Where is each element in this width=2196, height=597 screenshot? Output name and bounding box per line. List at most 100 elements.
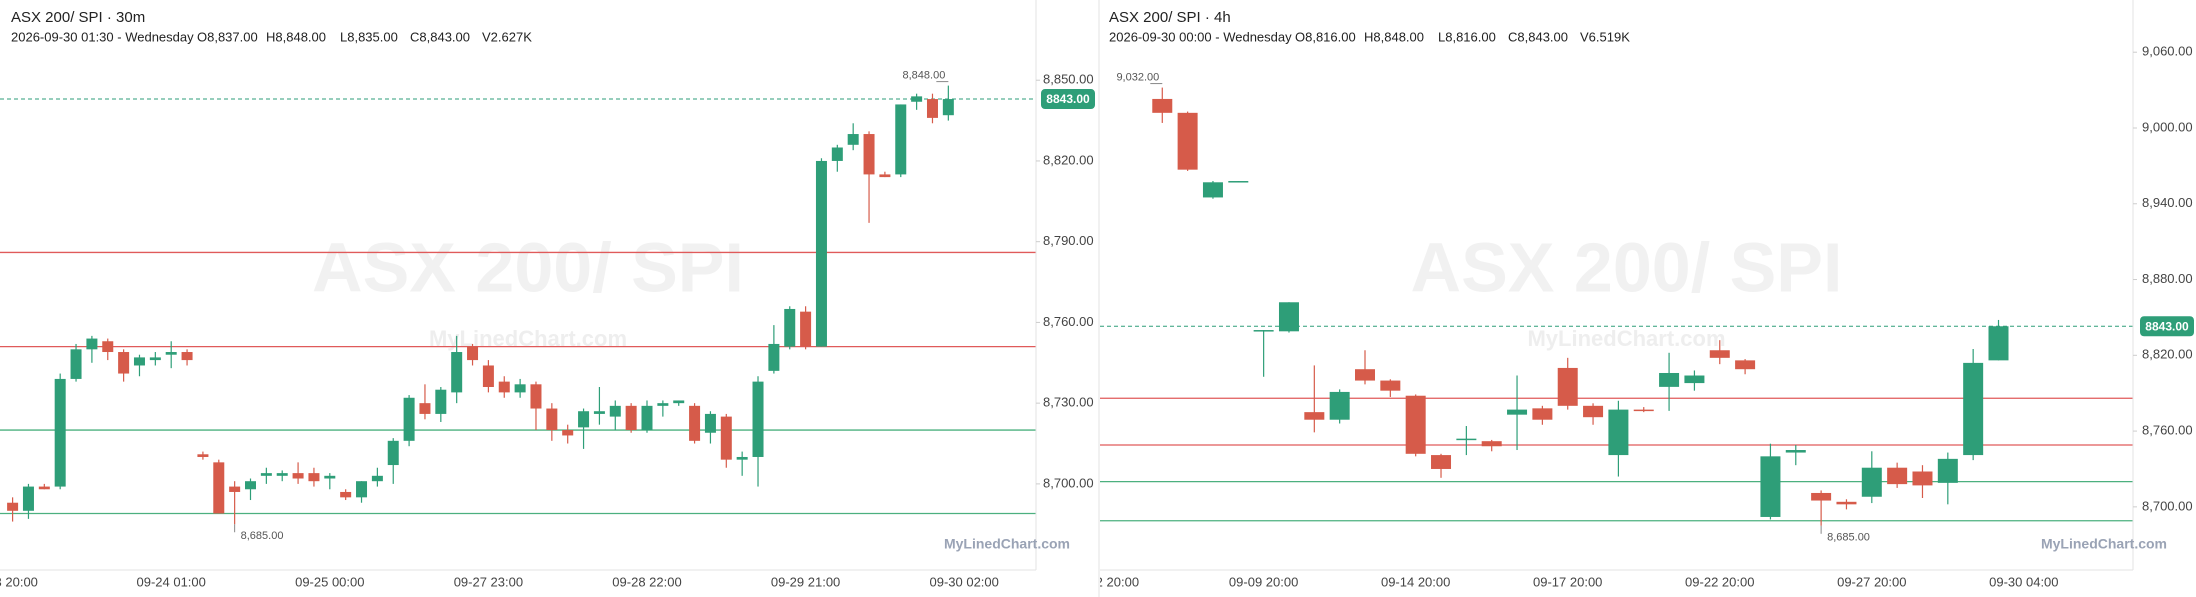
candle-body [1988, 326, 2009, 361]
candle-body [467, 346, 479, 361]
candle-body [895, 104, 907, 175]
candle-body [911, 96, 923, 102]
watermark: ASX 200/ SPI [312, 228, 744, 306]
y-tick-label: 8,760.00 [2142, 423, 2193, 438]
candle-body [371, 475, 383, 482]
candle-body [800, 311, 812, 347]
x-tick-label: 09-30 04:00 [1989, 574, 2058, 589]
candle-body [1937, 458, 1958, 483]
candle-body [784, 308, 796, 347]
candle-body [1811, 492, 1832, 501]
candle-body [704, 413, 716, 433]
candle-body [546, 408, 558, 431]
candle-body [1431, 455, 1452, 469]
x-tick-label: 23 20:00 [0, 574, 38, 589]
ohlc-label: C8,843.00 [410, 29, 470, 44]
candle-body [1785, 450, 1806, 453]
candle-body [1760, 456, 1781, 517]
ohlc-label: L8,816.00 [1438, 29, 1496, 44]
y-tick-label: 8,940.00 [2142, 195, 2193, 210]
candle-body [1177, 112, 1198, 170]
candle-body [260, 473, 272, 476]
y-tick-label: 8,820.00 [1043, 152, 1094, 167]
candle-body [1709, 350, 1730, 358]
x-tick-label: -02 20:00 [1084, 574, 1139, 589]
x-tick-label: 09-28 22:00 [612, 574, 681, 589]
brand-label: MyLinedChart.com [2041, 536, 2167, 552]
candle-body [831, 147, 843, 161]
y-tick-label: 8,880.00 [2142, 271, 2193, 286]
candle-body [197, 454, 209, 457]
annotation-label: 9,032.00 [1116, 71, 1159, 83]
ohlc-label: H8,848.00 [1364, 29, 1424, 44]
x-tick-label: 09-14 20:00 [1381, 574, 1450, 589]
chart-subtitle: 2026-09-30 01:30 - Wednesday [11, 29, 194, 44]
candle-body [625, 405, 637, 431]
candle-body [70, 349, 82, 379]
candle-body [324, 475, 336, 479]
candle-body [1481, 441, 1502, 447]
x-tick-label: 09-29 21:00 [771, 574, 840, 589]
x-tick-label: 09-09 20:00 [1229, 574, 1298, 589]
candle-body [1912, 471, 1933, 486]
candle-body [387, 440, 399, 466]
candle-body [657, 403, 669, 406]
candle-body [54, 378, 66, 487]
candle-body [149, 357, 161, 361]
candle-body [1355, 369, 1375, 381]
candle-body [229, 486, 241, 492]
watermark-brand: MyLinedChart.com [1527, 326, 1725, 351]
ohlc-label: L8,835.00 [340, 29, 398, 44]
candle-body [1735, 360, 1756, 370]
candle-body [403, 397, 415, 441]
candle-body [482, 365, 494, 388]
ohlc-label: O8,837.00 [197, 29, 258, 44]
ohlc-label: O8,816.00 [1295, 29, 1356, 44]
y-tick-label: 8,730.00 [1043, 395, 1094, 410]
candle-body [879, 174, 891, 178]
candle-body [435, 389, 447, 414]
ohlc-label: V2.627K [482, 29, 532, 44]
candle-body [720, 416, 732, 460]
candle-body [1633, 409, 1654, 412]
candle-body [1507, 409, 1528, 415]
annotation-label: 8,685.00 [1827, 532, 1870, 544]
candle-body [419, 403, 431, 414]
x-tick-label: 09-22 20:00 [1685, 574, 1754, 589]
candle-body [689, 405, 701, 441]
candle-body [451, 352, 463, 393]
ohlc-label: H8,848.00 [266, 29, 326, 44]
chart-title: ASX 200/ SPI · 30m [11, 9, 145, 26]
chart-subtitle: 2026-09-30 00:00 - Wednesday [1109, 29, 1292, 44]
annotation-label: 8,848.00 [903, 70, 946, 82]
candle-body [514, 384, 526, 393]
candle-body [276, 473, 288, 476]
last-price-label: 8843.00 [1046, 92, 1090, 106]
candle-body [530, 384, 542, 409]
y-tick-label: 9,060.00 [2142, 44, 2193, 59]
candle-body [1963, 362, 1984, 456]
candle-body [673, 400, 685, 404]
ohlc-label: V6.519K [1580, 29, 1630, 44]
candle-body [562, 430, 574, 436]
candle-body [1887, 467, 1908, 485]
candle-body [1228, 181, 1249, 183]
candle-body [245, 481, 256, 490]
candle-body [133, 357, 145, 366]
candle-body [1532, 408, 1553, 420]
candle-body [1608, 409, 1629, 456]
y-tick-label: 8,700.00 [1043, 475, 1094, 490]
last-price-label: 8843.00 [2145, 319, 2189, 333]
candle-body [213, 462, 225, 514]
candle-body [1380, 380, 1401, 391]
candle-body [308, 473, 320, 482]
candle-body [926, 99, 938, 118]
candle-body [847, 134, 859, 145]
candle-body [102, 341, 114, 353]
candle-body [768, 343, 780, 371]
x-tick-label: 09-25 00:00 [295, 574, 364, 589]
candle-body [1684, 375, 1705, 384]
candle-body [1278, 302, 1299, 332]
